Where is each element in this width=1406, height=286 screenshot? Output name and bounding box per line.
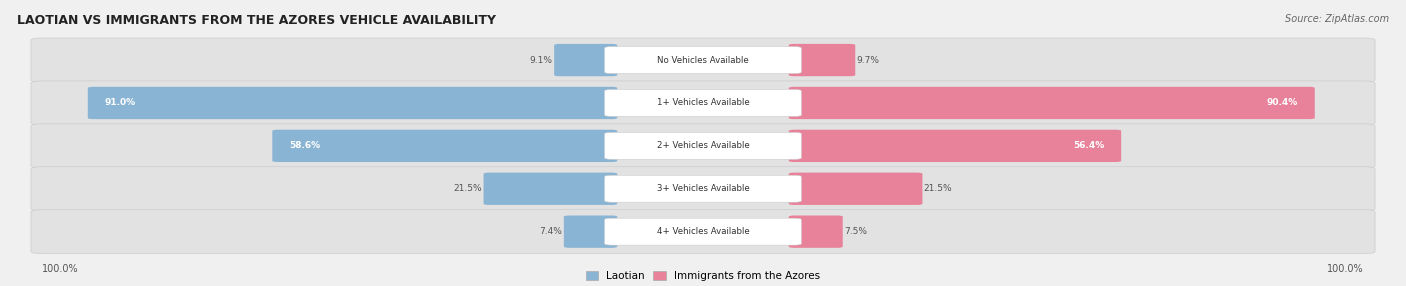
FancyBboxPatch shape [31, 167, 1375, 211]
FancyBboxPatch shape [605, 47, 801, 74]
Text: 91.0%: 91.0% [104, 98, 136, 108]
FancyBboxPatch shape [564, 216, 617, 248]
FancyBboxPatch shape [273, 130, 617, 162]
FancyBboxPatch shape [605, 132, 801, 159]
Text: 1+ Vehicles Available: 1+ Vehicles Available [657, 98, 749, 108]
Text: 9.7%: 9.7% [856, 55, 880, 65]
Text: 7.5%: 7.5% [844, 227, 868, 236]
FancyBboxPatch shape [31, 210, 1375, 254]
FancyBboxPatch shape [789, 130, 1121, 162]
Text: Source: ZipAtlas.com: Source: ZipAtlas.com [1285, 14, 1389, 24]
Text: 56.4%: 56.4% [1073, 141, 1104, 150]
Text: 9.1%: 9.1% [530, 55, 553, 65]
FancyBboxPatch shape [484, 172, 617, 205]
FancyBboxPatch shape [605, 218, 801, 245]
Text: No Vehicles Available: No Vehicles Available [657, 55, 749, 65]
FancyBboxPatch shape [789, 44, 855, 76]
Text: 100.0%: 100.0% [1327, 264, 1364, 274]
Legend: Laotian, Immigrants from the Azores: Laotian, Immigrants from the Azores [586, 271, 820, 281]
Text: 100.0%: 100.0% [42, 264, 79, 274]
FancyBboxPatch shape [789, 87, 1315, 119]
Text: 4+ Vehicles Available: 4+ Vehicles Available [657, 227, 749, 236]
Text: 58.6%: 58.6% [290, 141, 321, 150]
FancyBboxPatch shape [789, 216, 842, 248]
Text: LAOTIAN VS IMMIGRANTS FROM THE AZORES VEHICLE AVAILABILITY: LAOTIAN VS IMMIGRANTS FROM THE AZORES VE… [17, 14, 496, 27]
Text: 90.4%: 90.4% [1267, 98, 1298, 108]
FancyBboxPatch shape [605, 175, 801, 202]
FancyBboxPatch shape [31, 124, 1375, 168]
FancyBboxPatch shape [554, 44, 617, 76]
FancyBboxPatch shape [31, 38, 1375, 82]
FancyBboxPatch shape [31, 81, 1375, 125]
Text: 21.5%: 21.5% [924, 184, 952, 193]
FancyBboxPatch shape [605, 90, 801, 116]
Text: 7.4%: 7.4% [540, 227, 562, 236]
Text: 2+ Vehicles Available: 2+ Vehicles Available [657, 141, 749, 150]
FancyBboxPatch shape [87, 87, 617, 119]
Text: 21.5%: 21.5% [454, 184, 482, 193]
FancyBboxPatch shape [789, 172, 922, 205]
Text: 3+ Vehicles Available: 3+ Vehicles Available [657, 184, 749, 193]
